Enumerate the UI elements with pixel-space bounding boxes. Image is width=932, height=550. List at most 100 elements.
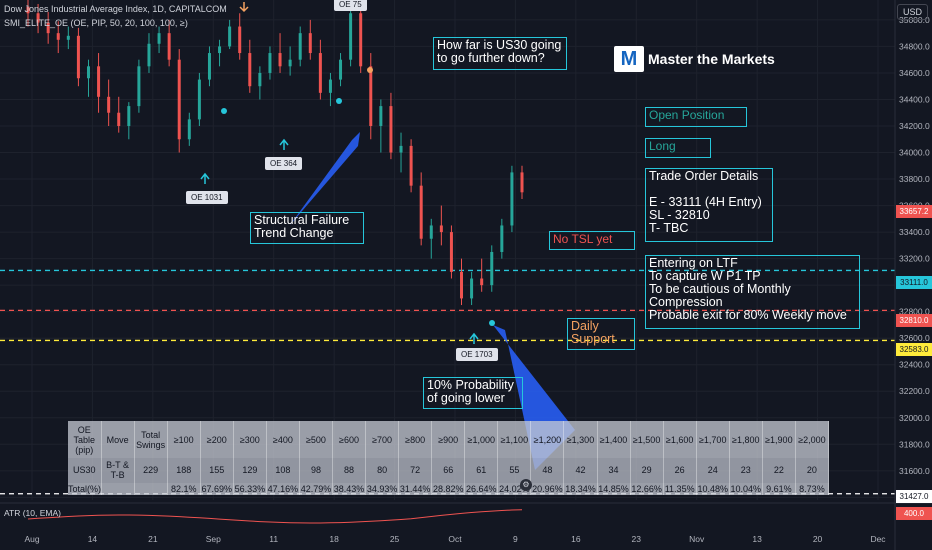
oe-tag-75: OE 75 — [334, 0, 367, 11]
oe-table-count-cell: 55 — [497, 458, 532, 483]
oe-table-count-cell: B-T & T-B — [101, 458, 135, 483]
candle-body — [207, 53, 211, 80]
arrow-marker-icon — [239, 2, 249, 13]
oe-table-count-cell: 29 — [630, 458, 664, 483]
candle-body — [107, 96, 111, 113]
y-tick-label: 32400.0 — [899, 360, 930, 370]
x-tick-label: Dec — [870, 534, 886, 544]
current-price-tag: 33657.2 — [896, 205, 932, 218]
candle-body — [449, 232, 453, 272]
oe-table-count-cell: 66 — [431, 458, 466, 483]
x-tick-label: 16 — [571, 534, 581, 544]
oe-table-pct-cell: 42.79% — [299, 482, 334, 495]
y-tick-label: 32600.0 — [899, 333, 930, 343]
oe-table-pct-cell — [134, 482, 168, 495]
candle-body — [389, 106, 393, 153]
oe-table-count-cell: 155 — [200, 458, 234, 483]
atr-pane — [0, 502, 932, 524]
gear-icon[interactable]: ⚙ — [520, 479, 532, 491]
oe-table-header-cell: ≥1,200 — [530, 421, 565, 458]
oe-table-pct-cell: Total(%) — [68, 482, 102, 495]
candle-body — [439, 225, 443, 233]
candle-body — [137, 66, 141, 107]
oe-table-count-cell: 229 — [134, 458, 168, 483]
candle-body — [268, 53, 272, 73]
oe-table-count-cell: 34 — [597, 458, 631, 483]
candle-body — [157, 33, 161, 44]
oe-table-header-cell: ≥300 — [233, 421, 267, 458]
candle-body — [409, 145, 413, 186]
candle-body — [197, 79, 201, 120]
y-tick-label: 32000.0 — [899, 413, 930, 423]
oe-table-count-cell: 188 — [167, 458, 201, 483]
oe-table-header-cell: ≥1,100 — [497, 421, 532, 458]
chart-title: Dow Jones Industrial Average Index, 1D, … — [4, 4, 227, 14]
atr-label: ATR (10, EMA) — [4, 508, 61, 518]
oe-table-pct-cell: 28.82% — [431, 482, 466, 495]
candle-body — [369, 66, 373, 126]
y-tick-label: 34200.0 — [899, 121, 930, 131]
oe-table-pct-cell — [101, 482, 135, 495]
oe-table-count-cell: 26 — [663, 458, 697, 483]
logo-mark-icon: M — [614, 46, 644, 72]
oe-table-count-cell: 129 — [233, 458, 267, 483]
oe-table-pct-cell: 10.04% — [729, 482, 763, 495]
x-tick-label: 18 — [329, 534, 339, 544]
x-tick-label: 20 — [813, 534, 823, 544]
candle-body — [76, 35, 80, 79]
indicator-label[interactable]: SMI_ELITE_OE (OE, PIP, 50, 20, 100, 100,… — [4, 18, 188, 28]
oe-table-count-cell: 108 — [266, 458, 300, 483]
y-tick-label: 34400.0 — [899, 94, 930, 104]
long-box: Long — [645, 138, 711, 158]
x-tick-label: 9 — [513, 534, 518, 544]
candle-body — [349, 13, 353, 60]
oe-table-pct-cell: 31.44% — [398, 482, 433, 495]
candle-body — [238, 26, 242, 54]
oe-table-pct-cell: 56.33% — [233, 482, 267, 495]
currency-button[interactable]: USD — [896, 4, 928, 20]
candle-body — [520, 172, 524, 193]
trade-order-box: Trade Order Details E - 33111 (4H Entry)… — [645, 168, 773, 242]
arrow-marker-icon — [279, 138, 289, 150]
oe-table-header-row: OE Table (pip) Move Total Swings ≥100 ≥200 ≥3… — [68, 421, 830, 458]
arrow-marker-icon — [200, 172, 210, 184]
candle-body — [86, 66, 90, 79]
candle-body — [117, 112, 121, 126]
oe-table-count-cell: 20 — [795, 458, 830, 483]
oe-table: OE Table (pip) Move Total Swings ≥100 ≥200 ≥3… — [68, 421, 830, 495]
oe-table-pct-cell: 11.35% — [663, 482, 697, 495]
low-price-tag: 31427.0 — [896, 490, 932, 503]
candle-body — [339, 59, 343, 80]
candle-body — [419, 185, 423, 239]
oe-dot — [367, 67, 373, 73]
candle-body — [218, 46, 222, 54]
arrow-structural — [290, 132, 360, 225]
oe-table-pct-row: Total(%) 82.1% 67.69% 56.33% 47.16% 42.79% 38.… — [68, 482, 830, 495]
candles — [26, 0, 524, 306]
x-tick-label: 11 — [269, 534, 278, 544]
x-tick-label: 25 — [390, 534, 400, 544]
x-tick-label: Aug — [24, 534, 39, 544]
oe-table-header-cell: ≥1,800 — [729, 421, 763, 458]
candle-body — [26, 6, 30, 14]
oe-table-pct-cell: 82.1% — [167, 482, 201, 495]
open-position-box: Open Position — [645, 107, 747, 127]
oe-table-header-cell: ≥200 — [200, 421, 234, 458]
oe-dot — [221, 108, 227, 114]
oe-table-count-cell: 42 — [563, 458, 598, 483]
x-tick-label: Sep — [206, 534, 221, 544]
x-axis: Aug 14 21 Sep 11 18 25 Oct 9 16 23 Nov 13 20 Dec — [24, 534, 886, 544]
oe-table-pct-cell: 47.16% — [266, 482, 300, 495]
atr-value-tag: 400.0 — [896, 507, 932, 520]
oe-table-header-cell: ≥1,300 — [563, 421, 598, 458]
question-box: How far is US30 going to go further down… — [433, 37, 567, 70]
y-tick-label: 33200.0 — [899, 254, 930, 264]
candle-body — [308, 33, 312, 54]
oe-table-count-cell: 61 — [464, 458, 499, 483]
oe-table-pct-cell: 26.64% — [464, 482, 499, 495]
structural-failure-box: Structural Failure Trend Change — [250, 212, 364, 244]
candle-body — [510, 172, 514, 226]
candle-body — [258, 72, 262, 87]
x-tick-label: 23 — [632, 534, 642, 544]
candle-body — [177, 59, 181, 140]
